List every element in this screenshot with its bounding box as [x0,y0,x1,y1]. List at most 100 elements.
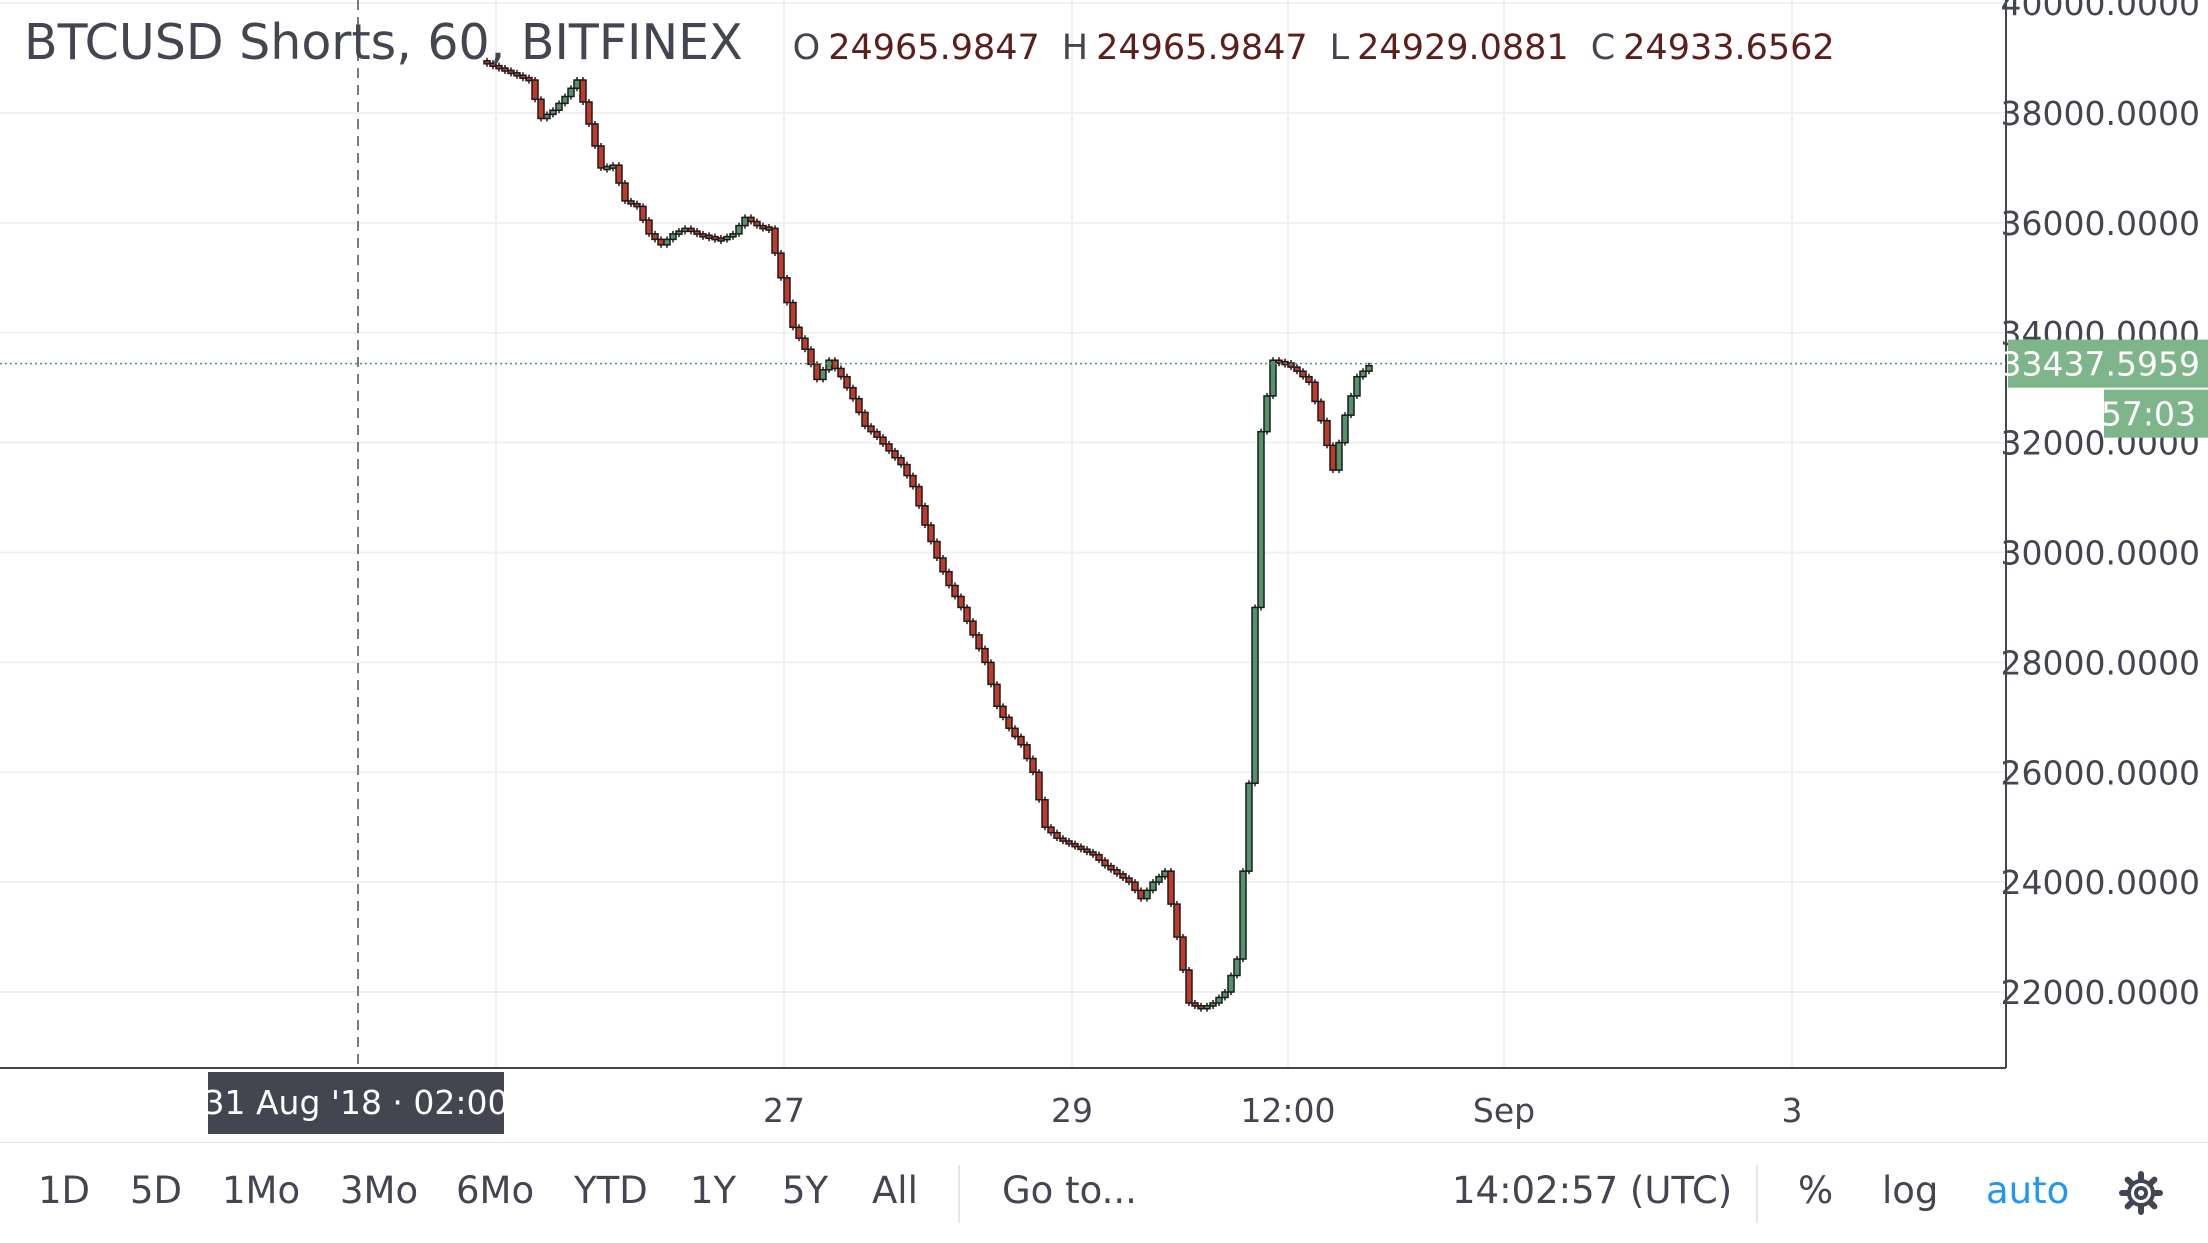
candle [891,450,899,459]
candle [933,540,941,559]
range-1y-button[interactable]: 1Y [690,1169,737,1212]
candle [1233,958,1241,977]
candle [1005,716,1013,730]
goto-button[interactable]: Go to... [1002,1169,1137,1212]
candle [717,237,725,242]
candle [1131,881,1139,892]
candle [705,234,713,239]
auto-toggle[interactable]: auto [1986,1169,2070,1212]
percent-toggle[interactable]: % [1798,1169,1834,1212]
price-tick-label: 22000.0000 [2001,973,2200,1012]
candle [495,64,503,70]
candle [1089,851,1097,856]
candle [771,227,779,254]
candle [843,375,851,389]
price-tick-label: 38000.0000 [2001,94,2200,133]
candle [483,60,491,65]
candle [1137,889,1145,900]
candle [489,62,497,67]
candle [1215,996,1223,1004]
candle [939,557,947,573]
candle [867,425,875,433]
bottom-toolbar: 1D 5D 1Mo 3Mo 6Mo YTD 1Y 5Y All Go to...… [0,1142,2208,1243]
range-1d-button[interactable]: 1D [38,1169,91,1212]
candle [1353,375,1361,397]
candle [873,430,881,438]
price-tick-label: 40000.0000 [2001,0,2200,23]
candle [927,524,935,543]
candle [657,238,665,246]
gear-icon[interactable] [2118,1170,2164,1216]
time-tick-label: Sep [1473,1091,1535,1130]
candle [1329,444,1337,471]
candle [585,101,593,125]
log-toggle[interactable]: log [1882,1169,1939,1212]
candle-series [483,57,1373,1012]
candle [1023,744,1031,760]
candle [627,200,635,205]
clock-readout[interactable]: 14:02:57 (UTC) [1452,1169,1733,1212]
time-axis[interactable]: 31 Aug '18 · 02:00 27 29 12:00 Sep 3 [203,1072,1803,1134]
range-3mo-button[interactable]: 3Mo [340,1169,419,1212]
range-6mo-button[interactable]: 6Mo [456,1169,535,1212]
candle [1029,757,1037,773]
candle [1059,837,1067,842]
crosshair-time-label: 31 Aug '18 · 02:00 [203,1083,508,1122]
candle [1257,430,1265,609]
candle [1143,889,1151,900]
candle [1077,845,1085,851]
candle [543,113,551,120]
candle [1323,419,1331,447]
candle [915,485,923,507]
range-1mo-button[interactable]: 1Mo [222,1169,301,1212]
candle [1113,869,1121,875]
candle [993,683,1001,708]
price-tick-label: 26000.0000 [2001,753,2200,792]
countdown-label: 57:03 [2101,395,2196,434]
candle [795,326,803,339]
candle [1305,375,1313,383]
candle [789,301,797,329]
candle [639,205,647,221]
candle [1107,864,1115,871]
time-tick-label: 3 [1782,1091,1803,1130]
candle [633,202,641,208]
candle [837,367,845,378]
open-value: 24965.9847 [828,28,1040,68]
candle [711,235,719,241]
candle [549,109,557,116]
symbol-title[interactable]: BTCUSD Shorts, 60, BITFINEX [24,14,743,71]
range-ytd-button[interactable]: YTD [574,1169,648,1212]
last-price-label: 33437.5959 [2001,345,2200,384]
range-all-button[interactable]: All [872,1169,918,1212]
candle [1191,1002,1199,1007]
candle [981,647,989,664]
price-chart[interactable]: 22000.0000 24000.0000 26000.0000 28000.0000… [0,0,2208,1142]
range-5d-button[interactable]: 5D [130,1169,183,1212]
candle [879,436,887,445]
candle [1065,840,1073,845]
toolbar-divider [1756,1165,1758,1223]
candle [1011,727,1019,738]
high-value: 24965.9847 [1096,28,1308,68]
candle [1209,1002,1217,1007]
candle [1299,370,1307,378]
low-key: L [1329,28,1350,68]
price-axis[interactable]: 22000.0000 24000.0000 26000.0000 28000.0000… [2001,0,2208,1012]
candle [849,386,857,400]
crosshair-time-badge [208,1072,504,1134]
candle [507,69,515,75]
candle [519,74,527,79]
countdown-badge [2104,389,2208,438]
range-5y-button[interactable]: 5Y [782,1169,829,1212]
price-tick-label: 30000.0000 [2001,534,2200,573]
candle [777,252,785,279]
candle [1119,873,1127,879]
candle [921,505,929,526]
candle [1017,735,1025,746]
candle [783,277,791,304]
candle [1221,991,1229,999]
time-tick-label: 27 [763,1091,805,1130]
candle [1203,1004,1211,1010]
candle [603,165,611,171]
